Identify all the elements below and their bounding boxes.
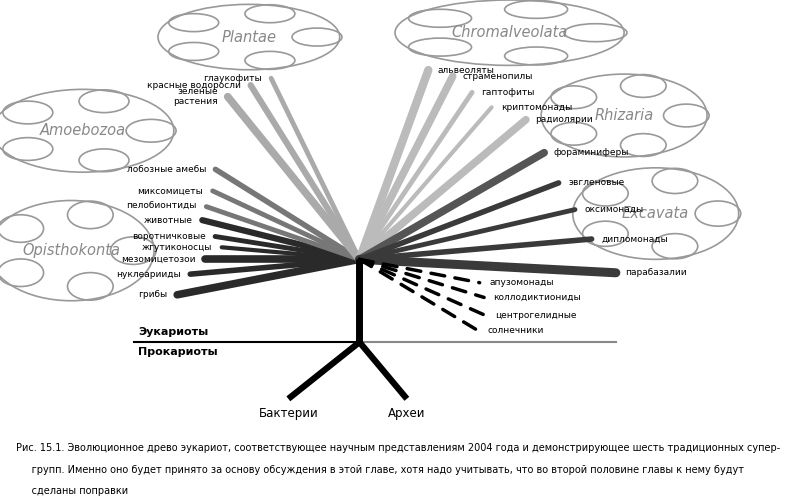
Text: Археи: Археи [388, 407, 426, 420]
Text: Excavata: Excavata [622, 206, 690, 221]
Text: грибы: грибы [138, 290, 167, 299]
Text: пелобионтиды: пелобионтиды [126, 202, 197, 211]
Text: красные водоросли: красные водоросли [147, 81, 241, 90]
Text: Эукариоты: Эукариоты [138, 327, 209, 337]
Text: мезомицетозои: мезомицетозои [122, 255, 196, 264]
Text: Chromalveolata: Chromalveolata [451, 25, 568, 40]
Text: лобозные амебы: лобозные амебы [126, 165, 206, 174]
Text: Рис. 15.1. Эволюционное древо эукариот, соответствующее научным представлениям 2: Рис. 15.1. Эволюционное древо эукариот, … [16, 443, 780, 453]
Text: Прокариоты: Прокариоты [138, 347, 218, 357]
Text: эвгленовые: эвгленовые [568, 178, 624, 187]
Text: Бактерии: Бактерии [258, 407, 318, 420]
Text: радиолярии: радиолярии [536, 115, 593, 124]
Text: сделаны поправки: сделаны поправки [16, 486, 128, 496]
Text: животные: животные [144, 215, 193, 224]
Text: воротничковые: воротничковые [132, 232, 205, 241]
Text: миксомицеты: миксомицеты [137, 186, 203, 195]
Text: нуклеарииды: нуклеарииды [116, 270, 181, 279]
Text: жгутиконосцы: жгутиконосцы [142, 243, 213, 252]
Text: Rhizaria: Rhizaria [595, 108, 654, 123]
Text: гаптофиты: гаптофиты [482, 88, 535, 97]
Text: коллодиктиониды: коллодиктиониды [494, 293, 581, 302]
Text: глаукофиты: глаукофиты [203, 74, 261, 83]
Text: оксимонады: оксимонады [585, 205, 644, 214]
Text: апузомонады: апузомонады [489, 278, 554, 287]
Text: дипломонады: дипломонады [601, 234, 668, 243]
Text: солнечники: солнечники [487, 326, 544, 335]
Text: Plantae: Plantae [221, 30, 276, 45]
Text: Opisthokonta: Opisthokonta [22, 243, 120, 258]
Text: Amoebozoa: Amoebozoa [40, 123, 126, 138]
Text: групп. Именно оно будет принято за основу обсуждения в этой главе, хотя надо учи: групп. Именно оно будет принято за основ… [16, 465, 744, 475]
Text: альвеоляты: альвеоляты [438, 66, 495, 75]
Text: страменопилы: страменопилы [462, 72, 532, 81]
Text: криптомонады: криптомонады [501, 103, 572, 112]
Text: парабазалии: парабазалии [626, 268, 687, 277]
Text: фораминиферы: фораминиферы [554, 148, 629, 157]
Text: зеленые
растения: зеленые растения [174, 87, 218, 106]
Text: центрогелидные: центрогелидные [495, 311, 577, 320]
